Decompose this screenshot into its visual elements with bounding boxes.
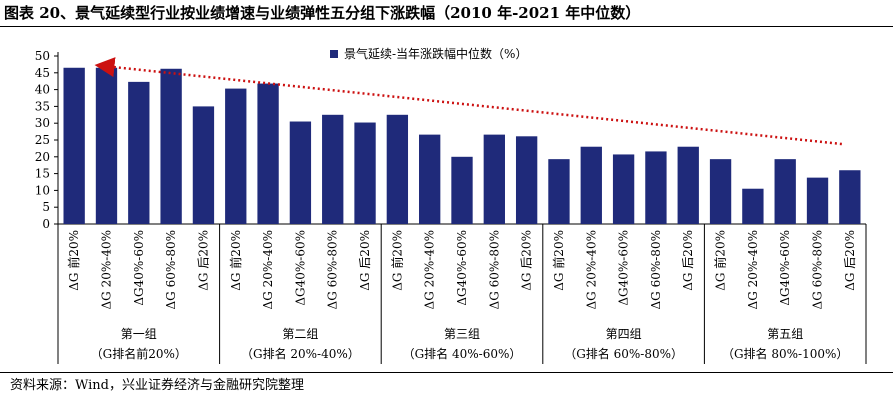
bar <box>192 106 215 224</box>
category-label: ΔG 60%-80% <box>649 230 663 309</box>
bar <box>709 159 732 224</box>
title-rule <box>0 26 893 27</box>
category-label: ΔG 前20% <box>66 230 81 291</box>
bar <box>322 114 344 224</box>
category-label: ΔG 前20% <box>551 230 566 291</box>
category-label: ΔG 前20% <box>389 230 404 291</box>
bar <box>419 134 441 224</box>
group-sublabel: （G排名 20%-40%） <box>241 346 360 361</box>
bar <box>677 146 699 224</box>
bar-chart: 0 5 10 15 20 25 30 35 40 45 50 ΔG 前20% ΔG 20%-40% ΔG4… <box>35 46 867 364</box>
group-label: 第二组 <box>282 327 318 341</box>
bar <box>289 121 312 224</box>
category-label: ΔG 20%-40% <box>423 230 437 309</box>
y-tick-label: 10 <box>35 183 50 197</box>
figure-title: 图表 20、景气延续型行业按业绩增速与业绩弹性五分组下涨跌幅（2010 年-20… <box>4 4 641 22</box>
source-rule <box>0 372 893 373</box>
bar <box>580 146 602 224</box>
figure-source: 资料来源：Wind，兴业证券经济与金融研究院整理 <box>10 378 304 393</box>
bar <box>645 151 667 224</box>
category-label: ΔG 前20% <box>713 230 728 291</box>
bar <box>548 159 570 224</box>
bar <box>483 134 505 224</box>
group-sublabel: （G排名 80%-100%） <box>722 346 848 361</box>
bar <box>386 114 409 224</box>
y-tick-label: 15 <box>35 167 50 181</box>
y-tick-label: 50 <box>35 49 50 63</box>
category-label: ΔG 20%-40% <box>584 230 598 309</box>
bar <box>128 81 150 224</box>
bar <box>63 67 85 224</box>
bar <box>806 177 829 224</box>
y-tick-label: 20 <box>35 150 50 164</box>
group-sublabel: （G排名 60%-80%） <box>564 346 683 361</box>
category-label: ΔG 后20% <box>843 230 857 291</box>
bar <box>839 170 861 224</box>
bar <box>774 159 796 224</box>
bar <box>225 88 247 224</box>
category-label: ΔG 20%-40% <box>99 230 113 309</box>
group-label: 第五组 <box>767 327 803 341</box>
category-label: ΔG 60%-80% <box>326 230 340 309</box>
bar <box>160 68 182 224</box>
category-label: ΔG 60%-80% <box>487 230 501 309</box>
legend-label: 景气延续-当年涨跌幅中位数（%） <box>344 46 527 61</box>
bar <box>515 136 538 224</box>
category-label: ΔG40%-60% <box>617 230 631 306</box>
bar <box>257 83 279 224</box>
category-label: ΔG 后20% <box>196 230 210 291</box>
group-label: 第四组 <box>606 327 642 341</box>
y-tick-label: 5 <box>42 200 50 214</box>
category-label: ΔG40%-60% <box>455 230 469 306</box>
group-label: 第一组 <box>121 327 157 341</box>
category-label: ΔG 60%-80% <box>164 230 178 309</box>
group-sublabel: （G排名前20%） <box>91 346 187 361</box>
y-tick-label: 35 <box>35 99 50 113</box>
category-label: ΔG40%-60% <box>293 230 307 306</box>
group-sublabel: （G排名 40%-60%） <box>403 346 522 361</box>
category-label: ΔG 60%-80% <box>811 230 825 309</box>
bar <box>612 154 635 224</box>
bar <box>95 67 118 224</box>
category-label: ΔG40%-60% <box>778 230 792 306</box>
category-label: ΔG 20%-40% <box>261 230 275 309</box>
y-tick-label: 30 <box>35 116 50 130</box>
category-label: ΔG 后20% <box>520 230 534 291</box>
category-label: ΔG40%-60% <box>132 230 146 306</box>
category-label: ΔG 前20% <box>228 230 243 291</box>
group-label: 第三组 <box>444 327 480 341</box>
legend-swatch <box>330 50 338 58</box>
category-label: ΔG 20%-40% <box>746 230 760 309</box>
bar <box>742 188 764 224</box>
y-tick-label: 0 <box>42 217 50 231</box>
category-label: ΔG 后20% <box>358 230 372 291</box>
y-tick-label: 40 <box>35 83 50 97</box>
y-tick-label: 45 <box>35 66 50 80</box>
trend-arrow <box>94 57 842 146</box>
bar <box>451 156 473 224</box>
y-tick-label: 25 <box>35 133 50 147</box>
category-label: ΔG 后20% <box>681 230 695 291</box>
bar <box>354 122 376 224</box>
